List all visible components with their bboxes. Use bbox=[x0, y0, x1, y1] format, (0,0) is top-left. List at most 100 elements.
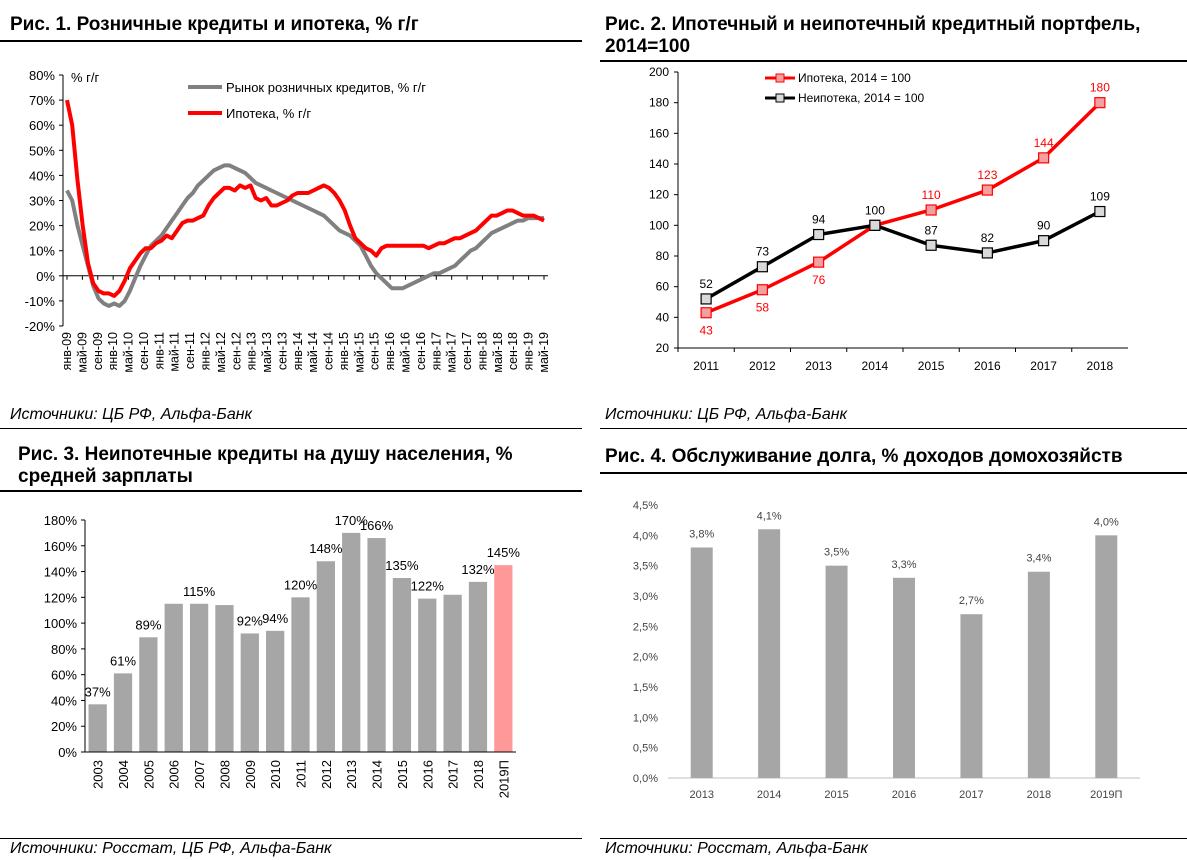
y-tick-label: 4,0% bbox=[633, 530, 658, 542]
x-tick-label: 2017 bbox=[959, 789, 983, 801]
x-tick-label: 2018 bbox=[471, 760, 486, 789]
bar-value-label: 145% bbox=[487, 545, 521, 560]
x-tick-label: май-09 bbox=[75, 332, 89, 373]
x-tick-label: май-13 bbox=[260, 332, 274, 373]
x-tick-label: янв-09 bbox=[60, 332, 74, 370]
bar-value-label: 3,8% bbox=[689, 528, 714, 540]
y-tick-label: 1,5% bbox=[633, 682, 658, 694]
panel-loans-per-capita: Рис. 3. Неипотечные кредиты на душу насе… bbox=[0, 432, 585, 860]
bar bbox=[342, 532, 361, 752]
x-tick-label: янв-15 bbox=[337, 332, 351, 370]
x-tick-label: 2011 bbox=[294, 760, 309, 788]
bar bbox=[893, 577, 915, 778]
x-tick-label: 2013 bbox=[344, 760, 359, 789]
data-point-1 bbox=[925, 239, 937, 251]
y-tick-label: 30% bbox=[29, 194, 55, 209]
chart3-title-line1: Рис. 3. Неипотечные кредиты на душу насе… bbox=[18, 444, 513, 465]
x-tick-label: янв-17 bbox=[429, 332, 443, 370]
x-tick-label: 2010 bbox=[268, 760, 283, 789]
x-tick-label: 2015 bbox=[918, 359, 945, 373]
bar-value-label: 4,1% bbox=[757, 510, 782, 522]
bar-value-label: 135% bbox=[385, 558, 419, 573]
data-point-1 bbox=[756, 261, 768, 273]
chart2-source-rule bbox=[600, 428, 1187, 429]
data-label-0: 43 bbox=[699, 324, 713, 338]
chart2-title-line2: 2014=100 bbox=[605, 36, 691, 57]
chart1-title: Рис. 1. Розничные кредиты и ипотека, % г… bbox=[10, 14, 419, 35]
bar-value-label: 61% bbox=[110, 653, 136, 668]
chart1-title-rule bbox=[0, 40, 582, 42]
chart4-source-rule bbox=[600, 838, 1187, 839]
x-tick-label: янв-13 bbox=[245, 332, 259, 370]
y-tick-label: 140% bbox=[44, 565, 78, 580]
bar bbox=[113, 673, 133, 752]
x-tick-label: май-14 bbox=[306, 332, 320, 373]
y-tick-label: 60% bbox=[51, 668, 77, 683]
panel-portfolio-index: Рис. 2. Ипотечный и неипотечный кредитны… bbox=[600, 0, 1187, 430]
x-tick-label: май-16 bbox=[399, 332, 413, 373]
x-tick-label: сен-11 bbox=[183, 332, 197, 369]
bar-value-label: 166% bbox=[360, 518, 394, 533]
x-tick-label: янв-14 bbox=[291, 332, 305, 370]
chart4-title-rule bbox=[600, 472, 1187, 474]
chart3-source-rule bbox=[0, 838, 582, 839]
x-tick-label: сен-12 bbox=[229, 332, 243, 370]
x-tick-label: 2017 bbox=[446, 760, 461, 789]
data-label-1: 87 bbox=[924, 223, 938, 237]
y-tick-label: 140 bbox=[649, 157, 669, 171]
chart4-title: Рис. 4. Обслуживание долга, % доходов до… bbox=[605, 446, 1123, 467]
x-tick-label: 2019П bbox=[496, 760, 511, 798]
chart3-title-rule bbox=[0, 490, 582, 492]
x-tick-label: май-10 bbox=[122, 332, 136, 373]
x-tick-label: май-19 bbox=[537, 332, 551, 373]
bar-value-label: 4,0% bbox=[1094, 516, 1119, 528]
data-point-0 bbox=[1038, 152, 1050, 164]
y-tick-label: 0% bbox=[36, 269, 55, 284]
x-tick-label: 2018 bbox=[1087, 359, 1114, 373]
y-tick-label: 50% bbox=[29, 143, 55, 158]
y-tick-label: 3,0% bbox=[633, 591, 658, 603]
y-tick-label: 80% bbox=[51, 642, 77, 657]
legend-label-1: Ипотека, % г/г bbox=[226, 106, 311, 121]
bar-value-label: 89% bbox=[135, 617, 161, 632]
data-label-1: 73 bbox=[756, 245, 770, 259]
data-point-1 bbox=[981, 247, 993, 259]
y-tick-label: 60% bbox=[29, 118, 55, 133]
data-label-1: 94 bbox=[812, 213, 826, 227]
bar-value-label: 37% bbox=[85, 684, 111, 699]
x-tick-label: 2008 bbox=[217, 760, 232, 789]
legend-label-0: Ипотека, 2014 = 100 bbox=[798, 71, 911, 85]
y-tick-label: 3,5% bbox=[633, 561, 658, 573]
y-tick-label: 0,5% bbox=[633, 743, 658, 755]
series-line-1 bbox=[65, 99, 545, 298]
y-tick-label: 180% bbox=[44, 513, 78, 528]
legend-marker-1 bbox=[775, 93, 785, 103]
y-tick-label: 40% bbox=[51, 693, 77, 708]
x-tick-label: сен-18 bbox=[506, 332, 520, 370]
chart4-source: Источники: Росстат, Альфа-Банк bbox=[605, 840, 868, 857]
y-tick-label: 0,0% bbox=[633, 773, 658, 785]
legend-label-0: Рынок розничных кредитов, % г/г bbox=[226, 80, 426, 95]
x-tick-label: 2016 bbox=[892, 789, 916, 801]
x-tick-label: 2011 bbox=[693, 359, 719, 373]
x-tick-label: янв-18 bbox=[475, 332, 489, 370]
x-tick-label: 2016 bbox=[974, 359, 1001, 373]
y-tick-label: -20% bbox=[25, 319, 56, 334]
bar bbox=[88, 704, 107, 752]
x-tick-label: май-12 bbox=[214, 332, 228, 373]
y-tick-label: 80 bbox=[656, 249, 670, 263]
data-point-0 bbox=[925, 204, 937, 216]
chart1-plot: -20% -10% 0% 10% 20% 30% 40% 50% 60% 70% 80% % г/г я… bbox=[25, 68, 551, 373]
x-tick-label: 2005 bbox=[141, 760, 156, 789]
x-tick-label: 2015 bbox=[824, 789, 848, 801]
chart3-source: Источники: Росстат, ЦБ РФ, Альфа-Банк bbox=[10, 840, 332, 857]
y-tick-label: 1,0% bbox=[633, 712, 658, 724]
y-tick-label: 2,5% bbox=[633, 621, 658, 633]
bar-value-label: 115% bbox=[183, 584, 216, 599]
y-tick-label: 2,0% bbox=[633, 652, 658, 664]
x-tick-label: 2018 bbox=[1027, 789, 1051, 801]
bar-value-label: 3,5% bbox=[824, 547, 849, 559]
y-unit-label: % г/г bbox=[71, 70, 100, 85]
bar bbox=[960, 614, 983, 778]
x-tick-label: сен-09 bbox=[91, 332, 105, 370]
